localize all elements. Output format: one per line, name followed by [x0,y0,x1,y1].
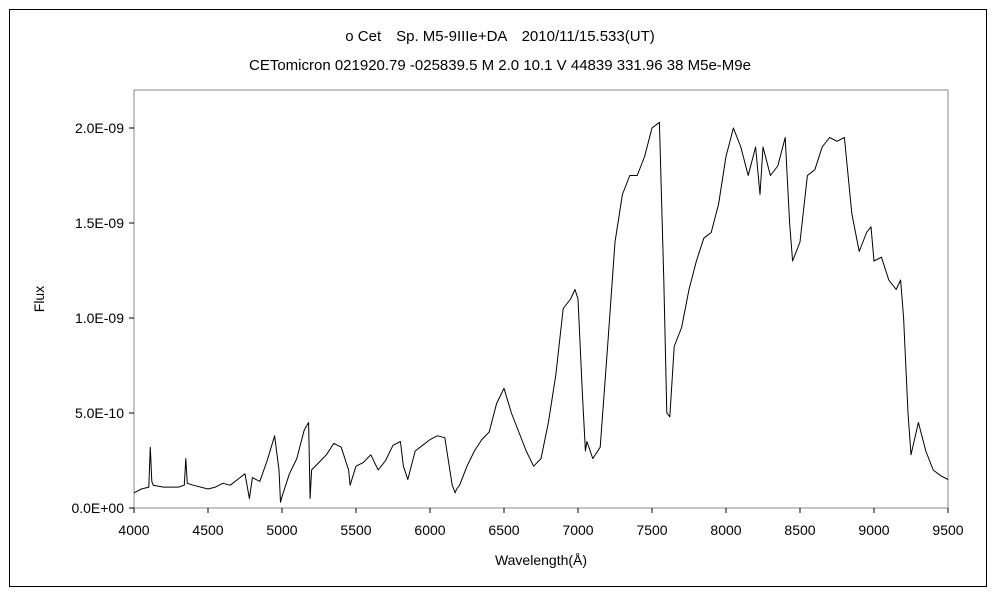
x-tick-label: 6500 [488,522,519,538]
y-axis-label: Flux [31,286,47,312]
y-tick-label: 1.0E-09 [75,310,124,326]
plot-area [133,89,949,509]
x-tick-label: 9000 [858,522,889,538]
x-axis: 4000 4500 5000 5500 6000 6500 7000 7500 8000 8500… [118,508,964,538]
x-tick-label: 6000 [414,522,445,538]
x-tick-label: 5000 [266,522,297,538]
x-tick-label: 4000 [118,522,149,538]
x-tick-label: 8500 [784,522,815,538]
chart-frame [9,9,987,587]
x-axis-label: Wavelength(Å) [495,552,587,568]
chart-subtitle: CETomicron 021920.79 -025839.5 M 2.0 10.… [249,57,751,74]
x-tick-label: 4500 [192,522,223,538]
chart-title: ο Cet Sp. M5-9IIIe+DA 2010/11/15.533(UT) [345,28,654,45]
x-tick-label: 9500 [932,522,963,538]
series-group [133,121,949,503]
y-tick-label: 1.5E-09 [75,215,124,231]
y-tick-label: 2.0E-09 [75,120,124,136]
x-tick-label: 7000 [562,522,593,538]
y-tick-label: 5.0E-10 [75,405,124,421]
x-tick-label: 5500 [340,522,371,538]
spectrum-line [133,121,949,503]
x-tick-label: 8000 [710,522,741,538]
x-tick-label: 7500 [636,522,667,538]
y-axis: 0.0E+00 5.0E-10 1.0E-09 1.5E-09 2.0E-09 [71,120,134,516]
y-tick-label: 0.0E+00 [71,500,124,516]
